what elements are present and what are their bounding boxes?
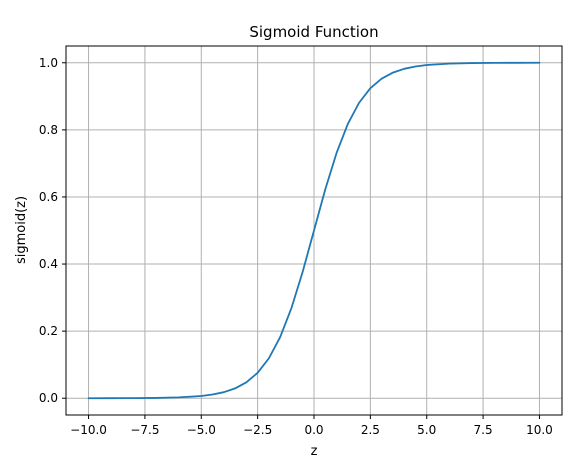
x-axis-label: z [311,444,318,459]
x-tick-label: −7.5 [130,423,159,437]
tick-layer: −10.0 −7.5 −5.0 −2.5 0.0 2.5 5.0 7.5 10.0 0.0 0.2 0… [39,56,553,437]
y-tick-label: 0.4 [39,257,58,271]
y-tick-label: 0.6 [39,190,58,204]
y-tick-label: 0.0 [39,391,58,405]
x-tick-label: 10.0 [526,423,553,437]
x-tick-label: 0.0 [304,423,323,437]
x-tick-label: −10.0 [70,423,107,437]
y-tick-label: 1.0 [39,56,58,70]
x-tick-label: −2.5 [243,423,272,437]
x-tick-label: 5.0 [417,423,436,437]
x-tick-label: 7.5 [474,423,493,437]
y-axis-label: sigmoid(z) [14,196,29,264]
x-tick-label: 2.5 [361,423,380,437]
chart-title: Sigmoid Function [249,23,378,41]
x-tick-label: −5.0 [187,423,216,437]
series-layer [87,61,541,400]
y-tick-label: 0.8 [39,123,58,137]
sigmoid-curve [87,61,541,400]
y-tick-label: 0.2 [39,324,58,338]
